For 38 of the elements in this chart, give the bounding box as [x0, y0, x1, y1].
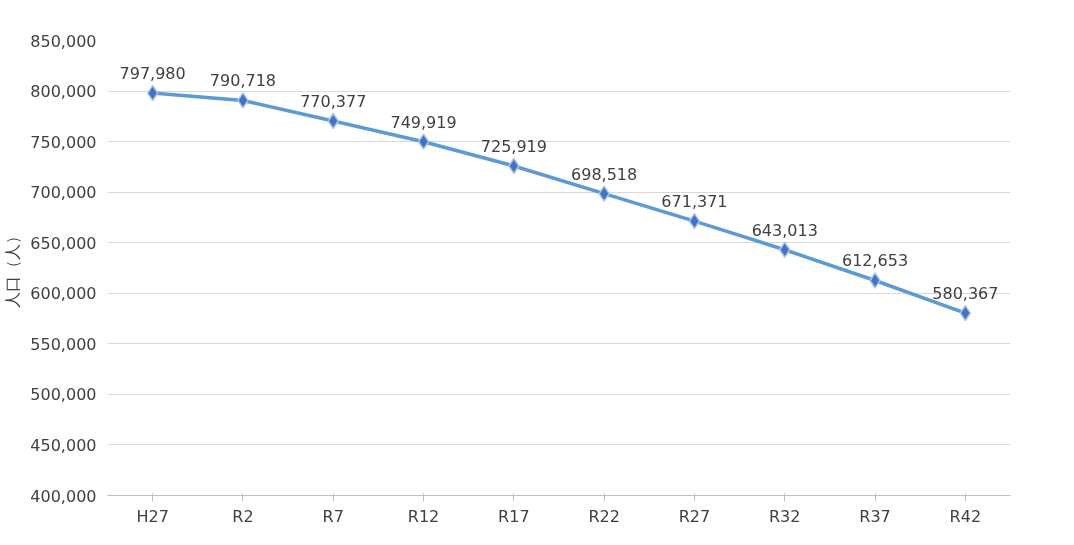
- y-tick-label: 450,000: [30, 435, 97, 455]
- x-tick-label: R32: [769, 506, 801, 526]
- x-tick-label: H27: [136, 506, 169, 526]
- data-label: 643,013: [751, 220, 818, 240]
- y-tick-label: 850,000: [30, 31, 97, 51]
- point: [959, 304, 972, 322]
- x-tick-label: R2: [232, 506, 254, 526]
- y-tick-label: 800,000: [30, 82, 97, 102]
- data-label: 580,367: [932, 284, 999, 304]
- x-tick-label: R37: [859, 506, 891, 526]
- y-tick-label: 650,000: [30, 233, 97, 253]
- point: [417, 133, 430, 150]
- x-tick-label: R17: [498, 506, 530, 526]
- y-tick-label: 600,000: [30, 284, 97, 304]
- point: [237, 92, 249, 109]
- data-label: 790,718: [209, 71, 277, 91]
- data-label: 749,919: [390, 112, 457, 132]
- y-tick-label: 400,000: [30, 486, 97, 506]
- data-label: 770,377: [300, 92, 367, 112]
- y-tick-label: 500,000: [30, 385, 97, 405]
- y-axis-title: 人口（人）: [3, 228, 23, 308]
- point: [598, 185, 610, 202]
- x-tick-label: R7: [322, 506, 344, 526]
- y-tick-label: 750,000: [30, 132, 97, 152]
- point: [869, 272, 881, 289]
- point: [688, 212, 701, 230]
- data-label: 797,980: [119, 64, 186, 84]
- x-tick-label: R12: [407, 506, 440, 526]
- x-tick-label: R27: [678, 506, 711, 526]
- y-tick-label: 700,000: [30, 183, 97, 203]
- data-label: 725,919: [480, 136, 547, 156]
- point: [146, 84, 159, 102]
- data-label: 671,371: [661, 192, 728, 212]
- x-tick-label: R22: [588, 506, 620, 526]
- data-label: 612,653: [841, 251, 909, 271]
- y-tick-label: 550,000: [30, 334, 97, 354]
- x-tick-label: R42: [949, 506, 982, 526]
- data-label: 698,518: [571, 164, 638, 184]
